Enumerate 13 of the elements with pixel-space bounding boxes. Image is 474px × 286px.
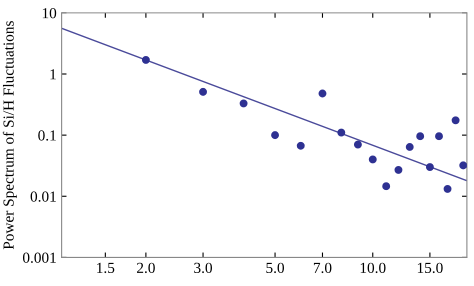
x-tick-label: 5.0 (266, 262, 284, 274)
x-tick-label: 3.0 (194, 262, 212, 274)
y-tick-label: 0.1 (38, 130, 56, 141)
y-tick-label: 0.01 (30, 191, 56, 202)
x-tick-label: 10.0 (360, 262, 386, 274)
y-tick-label: 10 (42, 8, 56, 18)
x-tick-label: 1.5 (97, 262, 114, 274)
x-tick-label: 7.0 (314, 262, 332, 274)
x-tick-label: 15.0 (418, 262, 443, 274)
x-tick-label: 2.0 (137, 262, 155, 274)
y-tick-label: 1 (50, 69, 56, 80)
y-axis-title: Power Spectrum of Si/H Fluctuations (2, 21, 17, 250)
y-tick-label: 0.001 (22, 252, 56, 263)
